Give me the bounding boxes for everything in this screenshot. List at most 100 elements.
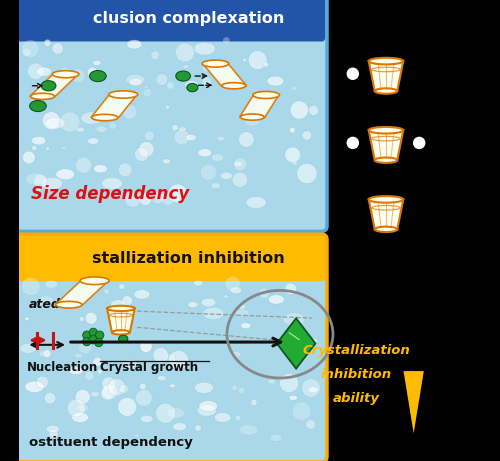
Text: inhibition: inhibition (320, 368, 392, 381)
Ellipse shape (240, 425, 258, 435)
Circle shape (79, 316, 84, 321)
Ellipse shape (289, 396, 298, 401)
Text: ability: ability (332, 392, 380, 405)
Ellipse shape (197, 405, 216, 416)
Ellipse shape (375, 227, 397, 232)
Circle shape (94, 338, 103, 347)
Circle shape (34, 174, 47, 188)
Circle shape (22, 151, 36, 164)
Text: stallization inhibition: stallization inhibition (92, 251, 285, 266)
Circle shape (28, 63, 44, 79)
Ellipse shape (90, 71, 106, 82)
Ellipse shape (68, 366, 83, 375)
Circle shape (71, 69, 85, 83)
Circle shape (236, 415, 241, 421)
Ellipse shape (118, 335, 128, 343)
Circle shape (176, 43, 195, 62)
Circle shape (104, 289, 109, 294)
Ellipse shape (52, 120, 59, 124)
Circle shape (151, 51, 160, 59)
Circle shape (414, 137, 424, 148)
Ellipse shape (77, 405, 83, 409)
Ellipse shape (129, 78, 142, 86)
Circle shape (119, 284, 124, 290)
Circle shape (202, 77, 211, 87)
Ellipse shape (107, 306, 135, 311)
Circle shape (306, 420, 316, 429)
Circle shape (232, 172, 248, 187)
Circle shape (156, 74, 168, 85)
Ellipse shape (214, 413, 230, 422)
Ellipse shape (188, 301, 198, 307)
Circle shape (290, 127, 296, 133)
Circle shape (172, 124, 178, 131)
Circle shape (242, 58, 246, 62)
Ellipse shape (56, 301, 82, 308)
Circle shape (40, 351, 46, 357)
Circle shape (79, 404, 88, 413)
Ellipse shape (42, 95, 50, 99)
Ellipse shape (240, 323, 251, 329)
Circle shape (49, 429, 58, 438)
Ellipse shape (45, 280, 58, 288)
Circle shape (22, 48, 30, 57)
Circle shape (68, 399, 86, 417)
Circle shape (136, 390, 152, 406)
Circle shape (76, 157, 92, 173)
Ellipse shape (203, 307, 224, 319)
Ellipse shape (194, 42, 216, 55)
Ellipse shape (230, 287, 241, 294)
Circle shape (44, 392, 56, 404)
Ellipse shape (158, 376, 166, 381)
Circle shape (96, 331, 104, 339)
Polygon shape (368, 61, 404, 91)
Circle shape (109, 122, 116, 129)
Circle shape (89, 336, 98, 344)
Ellipse shape (72, 413, 88, 423)
Ellipse shape (246, 196, 266, 208)
Circle shape (234, 158, 246, 171)
Ellipse shape (134, 290, 150, 299)
Ellipse shape (112, 330, 130, 335)
Circle shape (22, 40, 39, 58)
Circle shape (251, 399, 257, 406)
Ellipse shape (305, 338, 318, 345)
Ellipse shape (56, 169, 74, 180)
Circle shape (134, 148, 148, 161)
Ellipse shape (45, 117, 65, 129)
Ellipse shape (102, 177, 122, 189)
Polygon shape (107, 308, 135, 332)
Ellipse shape (267, 76, 284, 86)
Circle shape (32, 146, 37, 151)
Circle shape (87, 67, 98, 77)
Circle shape (118, 397, 137, 416)
Ellipse shape (173, 423, 186, 431)
Circle shape (125, 191, 140, 207)
Ellipse shape (25, 381, 44, 392)
Circle shape (82, 337, 91, 346)
Ellipse shape (244, 117, 260, 126)
Circle shape (285, 147, 300, 163)
Ellipse shape (134, 434, 140, 437)
Ellipse shape (80, 277, 109, 284)
Circle shape (200, 164, 216, 180)
Ellipse shape (33, 187, 41, 192)
Circle shape (238, 387, 245, 394)
Circle shape (195, 425, 202, 431)
Polygon shape (55, 281, 108, 305)
Ellipse shape (240, 114, 264, 120)
Ellipse shape (169, 384, 175, 388)
Ellipse shape (74, 354, 82, 358)
Circle shape (259, 288, 270, 298)
Circle shape (166, 354, 175, 364)
Polygon shape (404, 371, 424, 433)
Circle shape (168, 184, 187, 203)
Circle shape (264, 62, 268, 67)
Ellipse shape (110, 300, 126, 309)
Circle shape (118, 163, 132, 177)
FancyBboxPatch shape (16, 236, 325, 281)
Ellipse shape (292, 162, 298, 165)
Polygon shape (276, 318, 316, 369)
Ellipse shape (90, 391, 100, 397)
Ellipse shape (253, 91, 280, 99)
